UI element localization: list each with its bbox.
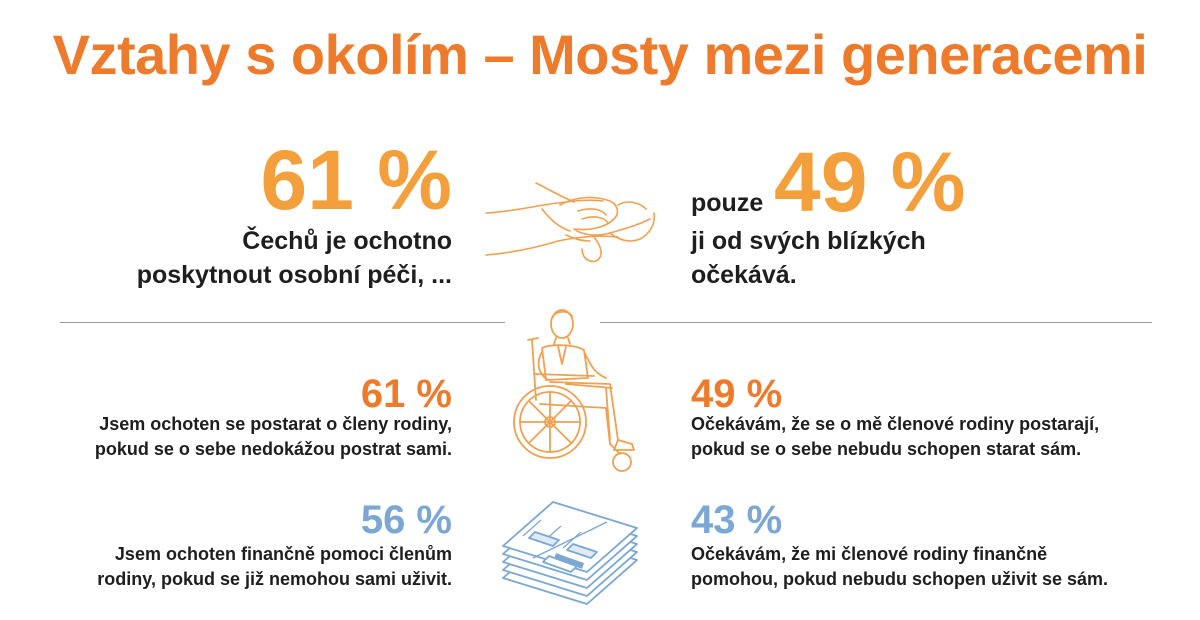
headline-text-willing-line1: Čechů je ochotno — [242, 227, 452, 255]
headline-text-expect-line1: ji od svých blízkých — [691, 227, 926, 255]
stat-finance-expect-line2: pomohou, pokud nebudu schopen uživit se … — [691, 569, 1109, 589]
headline-text-willing-line2: poskytnout osobní péči, ... — [136, 261, 452, 289]
headline-prefix: pouze — [691, 189, 764, 217]
stat-finance-expect-line1: Očekávám, že mi členové rodiny finančně — [691, 544, 1048, 564]
stat-care-willing-line2: pokud se o sebe nedokážou postrat sami. — [94, 439, 452, 459]
stat-finance-willing-line1: Jsem ochoten finančně pomoci členům — [114, 544, 452, 564]
divider-right — [600, 322, 1152, 323]
page-title: Vztahy s okolím – Mosty mezi generacemi — [52, 23, 1148, 86]
wheelchair-person-icon — [513, 309, 635, 472]
stat-finance-willing-pct: 56 % — [360, 498, 452, 542]
stat-care-expect-line2: pokud se o sebe nebudu schopen starat sá… — [691, 439, 1082, 459]
stat-care-willing-pct: 61 % — [360, 372, 452, 416]
stat-care-expect-pct: 49 % — [691, 372, 783, 416]
stat-care-expect-line1: Očekávám, že se o mě členové rodiny post… — [691, 414, 1100, 434]
holding-hands-icon — [485, 182, 656, 263]
headline-stat-expect: 49 % — [774, 135, 966, 229]
stat-care-willing-line1: Jsem ochoten se postarat o členy rodiny, — [99, 414, 452, 434]
headline-text-expect-line2: očekává. — [691, 261, 797, 289]
money-stack-icon — [502, 501, 638, 605]
divider-left — [60, 322, 505, 323]
stat-finance-willing-line2: rodiny, pokud se již nemohou sami uživit… — [97, 569, 452, 589]
stat-finance-expect-pct: 43 % — [691, 498, 783, 542]
headline-stat-willing: 61 % — [260, 133, 452, 227]
